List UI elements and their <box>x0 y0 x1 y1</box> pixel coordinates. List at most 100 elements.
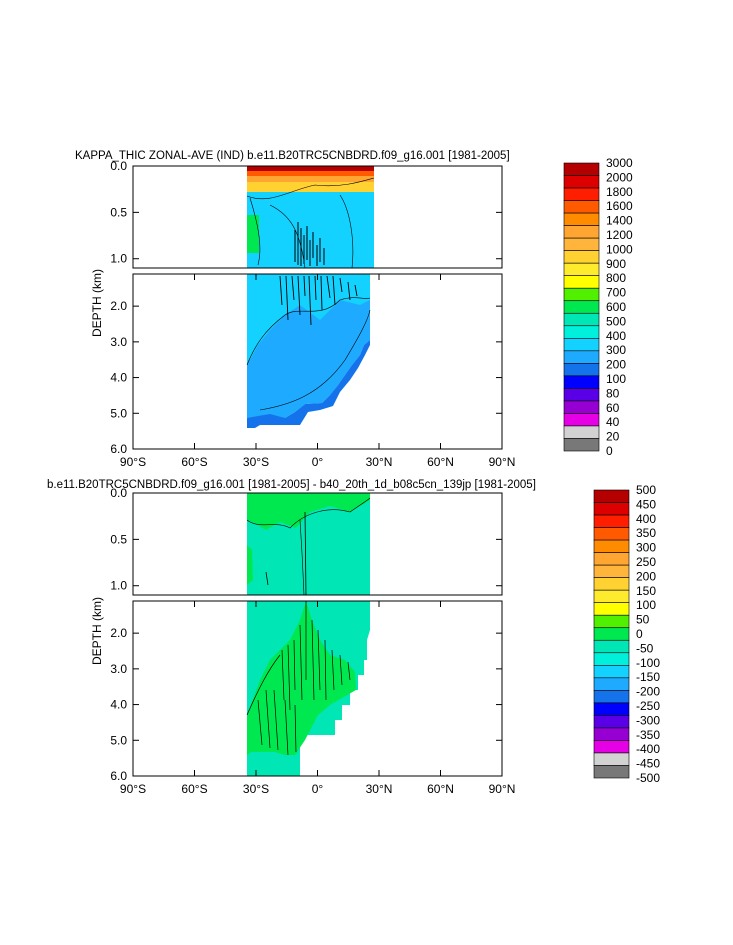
x-tick-label: 90°N <box>489 782 516 796</box>
panel-2-colorbar: 500450400350300250200150100500-50-100-15… <box>593 483 660 785</box>
contour-upper-1 <box>246 177 375 200</box>
panel-1-title: KAPPA_THIC ZONAL-AVE (IND) b.e11.B20TRC5… <box>75 150 510 162</box>
x-tick-label: 0° <box>312 455 324 469</box>
x-tick-label: 30°N <box>366 782 393 796</box>
y-tick-label: 0.0 <box>110 486 127 500</box>
panel-2-ylabel: DEPTH (km) <box>90 597 104 665</box>
colorbar-label: 80 <box>606 386 620 400</box>
x-tick-label: 90°N <box>489 455 516 469</box>
x-tick-label: 60°N <box>427 782 454 796</box>
colorbar-swatch <box>563 325 600 339</box>
x-tick-label: 60°S <box>181 455 207 469</box>
surface-band-3000 <box>247 166 374 171</box>
colorbar-swatch <box>593 639 630 654</box>
colorbar-label: 300 <box>606 343 626 357</box>
colorbar-swatch <box>593 740 630 754</box>
colorbar-label: 400 <box>606 329 626 343</box>
colorbar-swatch <box>593 627 630 641</box>
x-tick-label: 90°S <box>120 455 146 469</box>
colorbar-swatch <box>593 489 630 503</box>
colorbar-label: 500 <box>606 314 626 328</box>
colorbar-label: 100 <box>636 598 656 612</box>
y-tick-label: 2.0 <box>110 626 127 640</box>
contour-upper-2 <box>249 197 261 266</box>
colorbar-swatch <box>593 715 630 729</box>
colorbar-label: 800 <box>606 271 626 285</box>
surface-positive-patch <box>247 493 370 530</box>
colorbar-swatch <box>593 752 630 766</box>
panel-2: b.e11.B20TRC5CNBDRD.f09_g16.001 [1981-20… <box>47 479 660 796</box>
y-tick-label: 4.0 <box>110 371 127 385</box>
colorbar-label: 40 <box>606 415 620 429</box>
colorbar-label: 250 <box>636 555 656 569</box>
y-tick-label: 6.0 <box>110 769 127 783</box>
colorbar-label: 3000 <box>606 156 633 170</box>
panel-2-frame-upper <box>132 492 503 596</box>
colorbar-swatch <box>593 589 630 603</box>
colorbar-swatch <box>563 225 600 239</box>
colorbar-swatch <box>593 702 630 716</box>
bottom-positive-patch <box>247 740 298 755</box>
deep-convection-marks-upper <box>294 222 325 266</box>
noise-contours-lower <box>246 601 351 756</box>
colorbar-label: 1600 <box>606 199 633 213</box>
colorbar-label: 1200 <box>606 228 633 242</box>
contour-p2-u4 <box>265 571 269 586</box>
colorbar-label: -250 <box>636 699 660 713</box>
y-tick-label: 6.0 <box>110 442 127 456</box>
contour-mark <box>279 275 358 326</box>
colorbar-label: -150 <box>636 670 660 684</box>
colorbar-label: 200 <box>636 569 656 583</box>
colorbar-swatch <box>563 262 600 276</box>
colorbar-label: 500 <box>636 483 656 497</box>
colorbar-swatch <box>563 250 600 264</box>
colorbar-label: -450 <box>636 757 660 771</box>
panel-1-field-upper <box>246 166 375 269</box>
colorbar-swatch <box>563 338 600 352</box>
colorbar-swatch <box>593 677 630 691</box>
panel-1-x-ticks: 90°S 60°S 30°S 0° 30°N 60°N 90°N <box>120 274 515 469</box>
y-tick-label: 0.5 <box>110 532 127 546</box>
colorbar-swatch <box>593 727 630 741</box>
colorbar-swatch <box>563 300 600 314</box>
contour-lower-1 <box>246 297 371 366</box>
colorbar-label: 100 <box>606 372 626 386</box>
contour-upper-3 <box>269 204 306 269</box>
colorbar-label: 1000 <box>606 242 633 256</box>
y-tick-label: 0.5 <box>110 205 127 219</box>
colorbar-label: -500 <box>636 771 660 785</box>
contour-p2-u3 <box>299 519 305 596</box>
colorbar-label: -300 <box>636 713 660 727</box>
field-400-upper <box>247 274 370 365</box>
colorbar-label: 0 <box>636 627 643 641</box>
colorbar-label: 60 <box>606 401 620 415</box>
x-tick-label: 60°S <box>181 782 207 796</box>
colorbar-swatch <box>593 564 630 578</box>
colorbar-swatch <box>563 400 600 414</box>
x-tick-label: 90°S <box>120 782 146 796</box>
colorbar-swatch <box>563 363 600 377</box>
colorbar-swatch <box>593 552 630 566</box>
colorbar-label: 1400 <box>606 214 633 228</box>
deep-convection-marks-lower <box>279 275 358 326</box>
colorbar-swatch <box>593 665 630 679</box>
colorbar-swatch <box>563 425 600 439</box>
colorbar-swatch <box>593 514 630 528</box>
contour-p2-u2 <box>304 511 307 596</box>
panel-1-colorbar: 3000200018001600140012001000900800700600… <box>563 156 633 458</box>
colorbar-label: 400 <box>636 512 656 526</box>
colorbar-swatch <box>563 187 600 201</box>
colorbar-swatch <box>563 175 600 189</box>
colorbar-label: 450 <box>636 497 656 511</box>
colorbar-swatch <box>593 502 630 516</box>
colorbar-swatch <box>593 614 630 629</box>
panel-2-title: b.e11.B20TRC5CNBDRD.f09_g16.001 [1981-20… <box>47 479 536 491</box>
y-tick-label: 0.0 <box>110 159 127 173</box>
lower-white-mask <box>300 630 370 776</box>
colorbar-swatch <box>593 539 630 553</box>
colorbar-swatch <box>563 275 600 289</box>
colorbar-swatch <box>593 577 630 591</box>
colorbar-label: -350 <box>636 728 660 742</box>
west-boundary-patch <box>247 215 259 253</box>
contour-upper-4 <box>339 194 354 269</box>
